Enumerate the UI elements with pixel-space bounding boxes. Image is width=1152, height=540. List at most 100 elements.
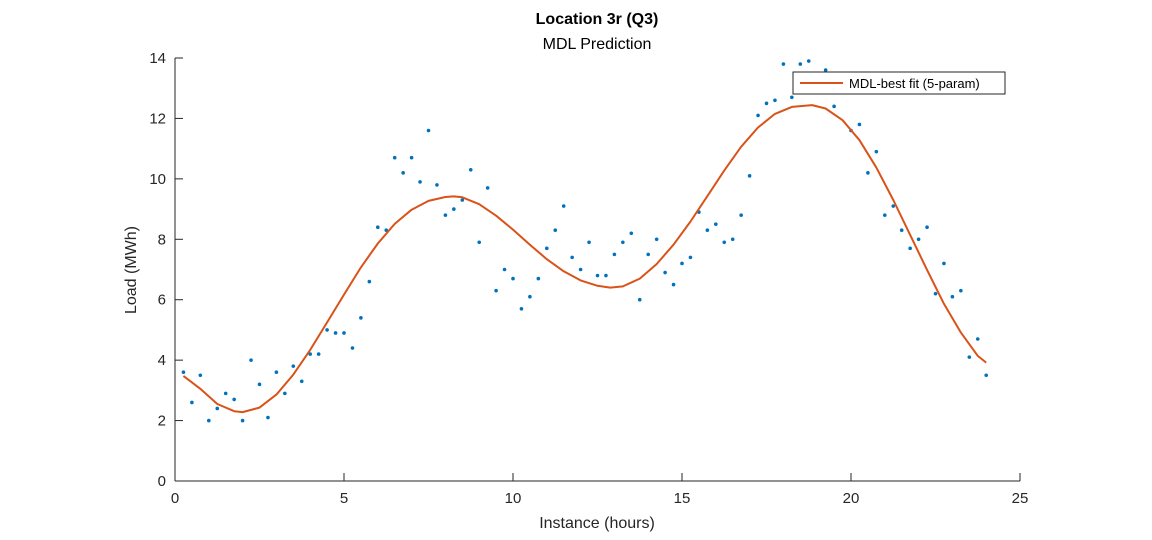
data-point	[460, 198, 465, 202]
y-axis: 0 2 4 6 8 10 12 14	[149, 50, 183, 490]
data-point	[409, 155, 414, 160]
data-point	[266, 415, 270, 420]
data-point	[519, 306, 524, 311]
data-point	[299, 379, 304, 384]
data-point	[291, 364, 296, 368]
data-point	[502, 267, 507, 272]
data-point	[240, 418, 245, 423]
data-point	[984, 373, 988, 378]
data-point	[604, 273, 608, 278]
data-point	[485, 186, 490, 190]
y-tick-label: 6	[158, 292, 166, 309]
data-point	[207, 418, 211, 423]
x-tick-label: 5	[340, 490, 348, 507]
data-point	[621, 240, 625, 245]
data-point	[561, 204, 566, 208]
data-point	[612, 252, 617, 257]
data-point	[933, 291, 938, 296]
data-point	[452, 207, 456, 211]
x-axis: 0 5 10 15 20 25	[171, 473, 1029, 507]
data-point	[528, 294, 532, 299]
y-tick-label: 4	[158, 352, 166, 369]
data-point	[198, 373, 203, 378]
data-point	[646, 252, 650, 257]
data-point	[511, 276, 515, 281]
data-point	[722, 240, 727, 245]
chart-subtitle: MDL Prediction	[543, 36, 652, 53]
data-point	[680, 261, 684, 266]
data-point	[308, 352, 313, 356]
data-point	[891, 204, 896, 208]
data-point	[283, 391, 287, 396]
data-point	[367, 279, 372, 284]
y-tick-label: 12	[149, 110, 166, 127]
x-tick-label: 25	[1012, 490, 1029, 507]
data-point	[654, 237, 659, 242]
data-point	[959, 288, 963, 293]
data-point	[418, 180, 422, 184]
data-point	[553, 228, 558, 233]
data-point	[714, 222, 718, 226]
data-point	[688, 255, 693, 260]
data-point	[739, 213, 743, 217]
chart-title: Location 3r (Q3)	[536, 11, 659, 28]
data-point	[756, 113, 760, 118]
data-point	[392, 155, 397, 160]
data-point	[494, 288, 498, 293]
data-point	[595, 273, 600, 278]
data-point	[570, 255, 574, 260]
y-tick-label: 0	[158, 473, 166, 490]
data-point	[232, 397, 236, 402]
data-point	[730, 237, 735, 242]
data-point	[637, 297, 642, 302]
data-point	[316, 352, 321, 356]
data-point	[333, 331, 338, 335]
data-point	[401, 171, 405, 175]
data-point	[950, 294, 955, 299]
x-tick-label: 0	[171, 490, 179, 507]
y-axis-label: Load (MWh)	[123, 226, 140, 314]
data-point	[781, 62, 786, 66]
data-point	[468, 167, 473, 172]
data-point	[747, 174, 752, 178]
data-point	[671, 282, 676, 287]
data-point	[790, 95, 794, 100]
data-point	[578, 267, 583, 272]
x-tick-label: 20	[843, 490, 860, 507]
data-point	[325, 328, 329, 332]
data-point	[857, 122, 862, 127]
data-point	[350, 346, 355, 350]
fit-line	[182, 104, 987, 414]
x-tick-label: 10	[505, 490, 522, 507]
data-point	[477, 240, 482, 245]
data-point	[883, 213, 887, 217]
data-point	[908, 246, 912, 251]
data-point	[916, 237, 921, 242]
data-point	[376, 225, 380, 229]
data-point	[257, 382, 262, 387]
data-point	[426, 128, 431, 133]
legend-label: MDL-best fit (5-param)	[849, 76, 980, 91]
data-point	[443, 213, 448, 217]
y-tick-label: 2	[158, 413, 166, 430]
data-point	[866, 171, 870, 175]
data-point	[874, 149, 879, 154]
data-point	[545, 246, 549, 251]
data-points	[181, 59, 988, 423]
x-axis-label: Instance (hours)	[539, 515, 655, 532]
fit-line-group	[182, 104, 987, 414]
x-tick-label: 15	[674, 490, 691, 507]
data-point	[274, 370, 279, 375]
data-point	[798, 62, 803, 66]
data-point	[384, 228, 389, 233]
data-point	[832, 104, 836, 109]
data-point	[587, 240, 591, 245]
data-point	[764, 101, 769, 106]
data-point	[942, 261, 946, 266]
data-point	[975, 337, 980, 341]
y-tick-label: 10	[149, 171, 166, 188]
data-point	[663, 270, 667, 275]
data-point	[359, 316, 363, 320]
data-point	[823, 68, 828, 72]
